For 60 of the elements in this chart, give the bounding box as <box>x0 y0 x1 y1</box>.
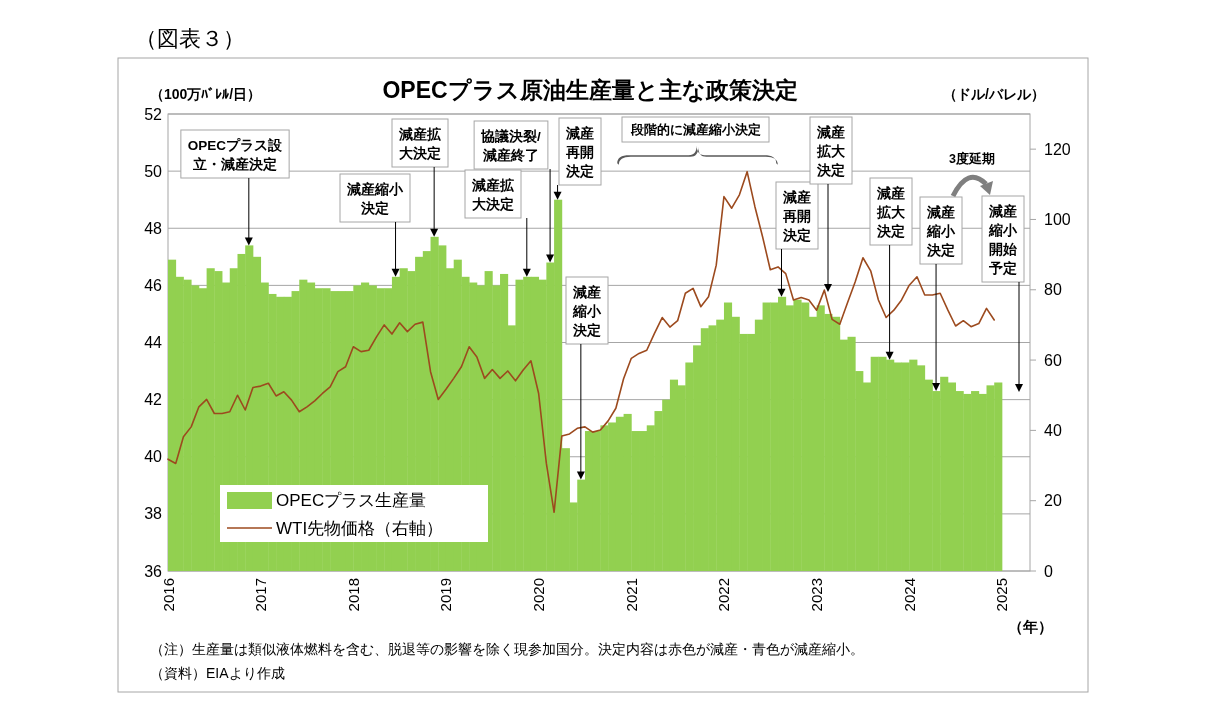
annotation: OPECプラス設立・減産決定 <box>180 129 290 246</box>
annotation: 減産拡大決定 <box>876 185 906 239</box>
y-tick-label: 44 <box>144 334 163 351</box>
y2-axis-title: （ドル/バレル） <box>943 86 1045 102</box>
y-axis-title: （100万ﾊﾞﾚﾙ/日） <box>150 86 262 102</box>
annotation: 減産再開決定 <box>775 181 819 297</box>
annotation: 減産縮小開始予定 <box>988 203 1018 276</box>
annotation: 3度延期 <box>949 151 995 166</box>
annotation: 減産再開決定 <box>782 189 811 243</box>
annotation: 減産拡大決定 <box>816 124 846 178</box>
legend-label: OPECプラス生産量 <box>276 490 427 510</box>
annotation: 減産縮小決定 <box>346 181 404 216</box>
y-tick-label: 48 <box>144 219 163 237</box>
legend-label: WTI先物価格（右軸） <box>276 518 444 538</box>
y-tick-label: 46 <box>144 276 163 294</box>
x-axis-title: （年） <box>1008 618 1053 635</box>
annotation: 段階的に減産縮小決定 <box>630 122 761 137</box>
x-tick-label: 2024 <box>900 578 918 612</box>
y2-tick-label: 40 <box>1044 421 1062 439</box>
y2-tick-label: 80 <box>1044 281 1062 299</box>
annotation: 減産再開決定 <box>553 117 602 200</box>
y2-tick-label: 120 <box>1044 140 1071 158</box>
annotation: 段階的に減産縮小決定 <box>621 116 770 143</box>
annotation: 減産縮小決定 <box>572 284 602 338</box>
annotation: 減産縮小決定 <box>926 204 956 258</box>
x-tick-label: 2023 <box>808 578 826 612</box>
y-tick-label: 40 <box>144 448 163 466</box>
x-tick-label: 2020 <box>530 578 548 612</box>
x-tick-label: 2022 <box>715 578 733 612</box>
annotation: OPECプラス設立・減産決定 <box>187 137 284 172</box>
annotation: 減産拡大決定 <box>471 177 514 212</box>
chart-title: OPECプラス原油生産量と主な政策決定 <box>382 77 798 103</box>
x-tick-label: 2019 <box>437 578 455 612</box>
x-tick-label: 2017 <box>252 578 270 612</box>
annotation: 協議決裂/減産終了 <box>480 128 542 163</box>
annotation: 減産縮小決定 <box>339 173 411 277</box>
y-tick-label: 50 <box>144 162 163 180</box>
x-tick-label: 2025 <box>993 578 1011 612</box>
annotation: 減産拡大決定 <box>464 169 531 277</box>
annotation: （資料）EIAより作成 <box>150 665 285 681</box>
y2-tick-label: 0 <box>1044 562 1053 580</box>
y-tick-label: 42 <box>144 391 163 409</box>
x-tick-label: 2021 <box>622 578 640 612</box>
annotation: 減産拡大決定 <box>869 177 913 360</box>
annotation: （図表３） <box>135 26 245 51</box>
y-tick-label: 52 <box>144 105 163 123</box>
annotation: 減産縮小決定 <box>919 196 963 392</box>
y2-tick-label: 100 <box>1044 210 1071 228</box>
y-tick-label: 36 <box>144 562 163 580</box>
y2-tick-label: 20 <box>1044 492 1062 510</box>
annotation: 減産縮小決定 <box>565 276 609 480</box>
x-tick-label: 2018 <box>344 578 362 612</box>
y2-tick-label: 60 <box>1044 351 1062 369</box>
x-tick-label: 2016 <box>159 578 177 612</box>
annotation: 減産縮小開始予定 <box>981 195 1025 392</box>
annotation: 減産拡大決定 <box>398 126 441 161</box>
annotation: 3度延期 <box>949 152 995 198</box>
annotation: 減産再開決定 <box>565 125 594 179</box>
y-tick-label: 38 <box>144 505 163 523</box>
annotation: （注）生産量は類似液体燃料を含む、脱退等の影響を除く現参加国分。決定内容は赤色が減産・青色が減産縮小。 <box>150 641 864 657</box>
